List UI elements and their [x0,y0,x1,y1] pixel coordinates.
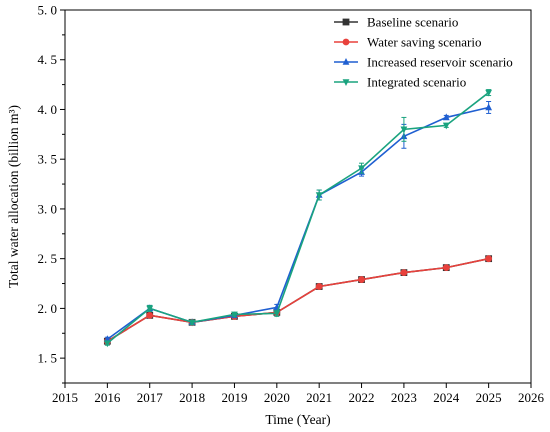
y-tick-label: 2. 0 [38,301,58,316]
legend-marker [342,58,350,65]
x-tick-label: 2024 [433,390,460,405]
x-tick-label: 2019 [221,390,247,405]
legend-marker [342,79,350,86]
data-point [103,340,111,348]
series-2 [103,255,493,345]
data-point [315,192,323,200]
data-point [400,269,408,276]
legend-item: Integrated scenario [334,75,466,90]
x-tick-label: 2021 [306,390,332,405]
legend-label: Increased reservoir scenario [367,55,513,70]
x-tick-label: 2022 [349,390,375,405]
data-point [442,113,450,121]
data-point [231,311,238,319]
y-axis-title: Total water allocation (billion m³) [6,105,21,288]
data-point [485,255,493,263]
x-axis: 2015 2016 2017 2018 2019 2020 2021 2022 2023 2024… [52,383,545,405]
x-tick-label: 2020 [264,390,290,405]
y-tick-label: 4. 0 [38,102,58,117]
data-point [442,122,450,130]
x-axis-title: Time (Year) [265,412,330,427]
data-point [103,335,111,343]
plot-border [64,9,532,384]
data-point [442,264,450,272]
legend-item: Baseline scenario [334,15,458,30]
x-tick-label: 2017 [137,390,164,405]
legend-label: Baseline scenario [367,15,458,30]
y-tick-label: 3. 5 [38,152,58,167]
legend-label: Water saving scenario [367,35,481,50]
data-point [146,311,154,319]
y-tick-label: 5. 0 [38,3,58,18]
series-line [106,91,490,344]
x-tick-label: 2018 [179,390,205,405]
data-point [485,103,493,111]
legend-label: Integrated scenario [367,75,466,90]
legend-item: Increased reservoir scenario [334,55,513,70]
x-tick-label: 2016 [94,390,121,405]
series-4 [103,89,493,348]
series-3 [103,101,493,343]
data-point [358,276,365,283]
legend-marker [342,18,350,26]
series-line [106,106,489,340]
legend-marker [342,38,350,46]
data-point [273,310,281,318]
data-point [315,283,323,290]
x-tick-label: 2023 [391,390,417,405]
legend-item: Water saving scenario [334,35,481,50]
data-point [358,165,365,173]
data-point [485,89,493,97]
legend: Baseline scenario Water saving scenario In… [334,15,513,90]
data-point [146,305,154,313]
x-tick-label: 2026 [518,390,545,405]
y-tick-label: 3. 0 [38,201,58,216]
y-axis: 1. 5 2. 0 2. 5 3. 0 3. 5 4. 0 4. 5 5. 0 [38,3,65,384]
y-tick-label: 4. 5 [38,52,58,67]
series-line [106,257,489,342]
y-tick-label: 2. 5 [38,251,58,266]
y-tick-label: 1. 5 [38,351,58,366]
plot-frame [64,9,532,384]
x-tick-label: 2025 [476,390,502,405]
data-point [188,319,196,327]
data-point [400,126,408,134]
x-tick-label: 2015 [52,390,78,405]
series-layer [103,89,493,348]
